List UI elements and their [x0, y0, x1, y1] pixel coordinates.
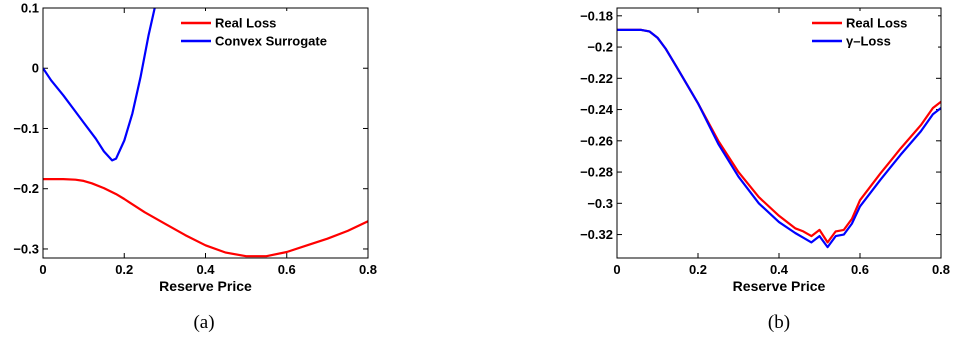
legend-label: Real Loss [846, 16, 907, 31]
y-tick-label: −0.28 [580, 165, 613, 180]
x-tick-label: 0.2 [689, 262, 707, 277]
chart-a: 0 0.2 0.4 0.6 0.8 −0.3 −0.2 −0.1 0 0.1 Real Loss C… [13, 1, 377, 334]
chart-b: 0 0.2 0.4 0.6 0.8 −0.18 −0.2 −0.22 −0.24 −0.26 −0.… [580, 7, 950, 333]
y-tick-label: −0.22 [580, 71, 613, 86]
chart-a-lines [43, 8, 368, 258]
x-tick-label: 0.8 [359, 262, 377, 277]
legend-label: Real Loss [215, 16, 276, 31]
x-tick-label: 0 [613, 262, 620, 277]
x-tick-label: 0 [39, 262, 46, 277]
legend-label: γ–Loss [846, 34, 891, 49]
y-tick-label: 0 [32, 61, 39, 76]
x-tick-label: 0.2 [115, 262, 133, 277]
y-tick-label: −0.32 [580, 227, 613, 242]
legend-box [806, 11, 938, 51]
x-tick-label: 0.8 [932, 262, 950, 277]
series-line-2 [43, 8, 156, 162]
chart-a-ticks: 0 0.2 0.4 0.6 0.8 −0.3 −0.2 −0.1 0 0.1 [13, 1, 377, 278]
x-tick-label: 0.6 [851, 262, 869, 277]
y-tick-label: −0.1 [13, 121, 39, 136]
chart-b-lines [617, 28, 941, 249]
chart-b-ticks: 0 0.2 0.4 0.6 0.8 −0.18 −0.2 −0.22 −0.24 −0.26 −0.… [580, 8, 950, 277]
chart-b-x-axis-label: Reserve Price [733, 278, 826, 294]
series-line-1 [617, 28, 941, 244]
y-tick-label: −0.3 [13, 241, 39, 256]
y-tick-label: −0.18 [580, 8, 613, 23]
chart-b-legend: Real Loss γ–Loss [806, 11, 938, 51]
series-line-1 [43, 178, 368, 258]
x-tick-label: 0.6 [278, 262, 296, 277]
y-tick-label: 0.1 [21, 1, 39, 16]
chart-a-caption: (a) [193, 312, 214, 333]
chart-a-plot-frame [42, 7, 369, 259]
y-tick-label: −0.2 [587, 40, 613, 55]
chart-b-caption: (b) [768, 312, 790, 333]
chart-a-x-axis-label: Reserve Price [159, 278, 252, 294]
y-tick-label: −0.24 [580, 102, 614, 117]
y-tick-label: −0.2 [13, 181, 39, 196]
chart-b-plot-frame [616, 7, 942, 259]
legend-box [175, 11, 365, 51]
y-tick-label: −0.26 [580, 133, 613, 148]
series-line-2 [617, 28, 941, 249]
chart-a-legend: Real Loss Convex Surrogate [175, 11, 365, 51]
x-tick-label: 0.4 [196, 262, 215, 277]
legend-label: Convex Surrogate [215, 34, 327, 49]
x-tick-label: 0.4 [770, 262, 789, 277]
y-tick-label: −0.3 [587, 196, 613, 211]
